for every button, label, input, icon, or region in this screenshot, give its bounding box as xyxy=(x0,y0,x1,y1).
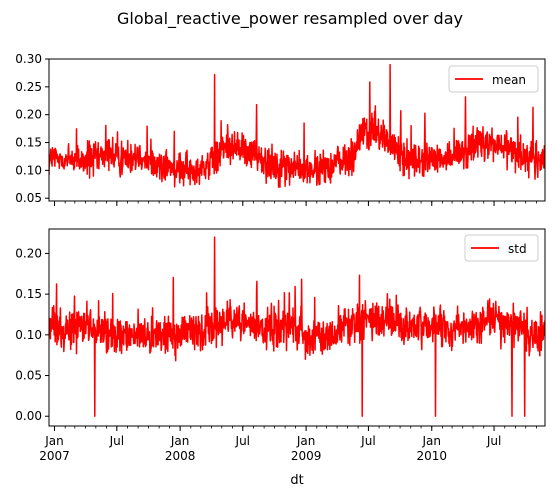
x-tick-label: Jan xyxy=(296,434,316,448)
mean-y-ticks: 0.05 0.10 0.15 0.20 0.25 0.30 xyxy=(15,52,49,205)
x-tick-year-label: 2009 xyxy=(291,449,322,463)
x-axis-label: dt xyxy=(290,473,303,488)
std-y-tick-label: 0.10 xyxy=(15,328,42,342)
x-tick-year-label: 2008 xyxy=(165,449,196,463)
std-axes-frame xyxy=(48,228,546,427)
mean-y-tick-label: 0.05 xyxy=(15,191,42,205)
x-tick-year-label: 2007 xyxy=(39,449,70,463)
std-legend-box xyxy=(464,234,539,262)
mean-panel: 0.05 0.10 0.15 0.20 0.25 0.30 mean xyxy=(15,52,546,206)
mean-legend-box xyxy=(448,65,539,93)
mean-y-tick-label: 0.20 xyxy=(15,108,42,122)
mean-axes-frame xyxy=(48,58,546,202)
mean-series-line xyxy=(49,63,545,188)
mean-y-tick-label: 0.30 xyxy=(15,52,42,66)
std-legend-label: std xyxy=(508,242,527,256)
mean-y-tick-label: 0.15 xyxy=(15,136,42,150)
x-tick-label: Jul xyxy=(360,434,375,448)
std-y-tick-label: 0.15 xyxy=(15,287,42,301)
std-y-ticks: 0.00 0.05 0.10 0.15 0.20 xyxy=(15,246,49,423)
mean-y-tick-label: 0.10 xyxy=(15,163,42,177)
mean-legend: mean xyxy=(448,65,539,93)
mean-y-tick-label: 0.25 xyxy=(15,80,42,94)
x-tick-label: Jan xyxy=(44,434,64,448)
std-series-line xyxy=(49,236,545,417)
x-tick-label: Jan xyxy=(170,434,190,448)
figure-title: Global_reactive_power resampled over day xyxy=(117,9,463,29)
std-y-tick-label: 0.05 xyxy=(15,369,42,383)
x-tick-label: Jul xyxy=(109,434,124,448)
x-tick-label: Jul xyxy=(486,434,501,448)
x-tick-label: Jul xyxy=(235,434,250,448)
mean-legend-label: mean xyxy=(492,73,526,87)
x-tick-year-label: 2010 xyxy=(416,449,447,463)
mean-x-ticks xyxy=(54,201,537,206)
std-y-tick-label: 0.00 xyxy=(15,409,42,423)
x-tick-label: Jan xyxy=(422,434,442,448)
std-y-tick-label: 0.20 xyxy=(15,246,42,260)
std-legend: std xyxy=(464,234,539,262)
